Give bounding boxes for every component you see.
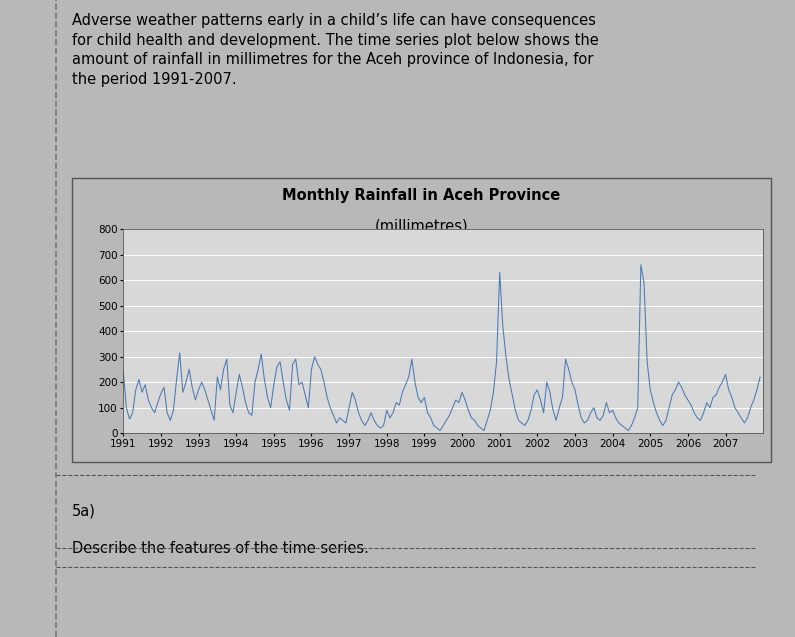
Text: Adverse weather patterns early in a child’s life can have consequences
for child: Adverse weather patterns early in a chil… (72, 13, 599, 87)
Text: 5a): 5a) (72, 503, 95, 519)
Text: Monthly Rainfall in Aceh Province: Monthly Rainfall in Aceh Province (282, 188, 560, 203)
Text: Describe the features of the time series.: Describe the features of the time series… (72, 541, 368, 557)
Text: (millimetres): (millimetres) (374, 219, 468, 234)
